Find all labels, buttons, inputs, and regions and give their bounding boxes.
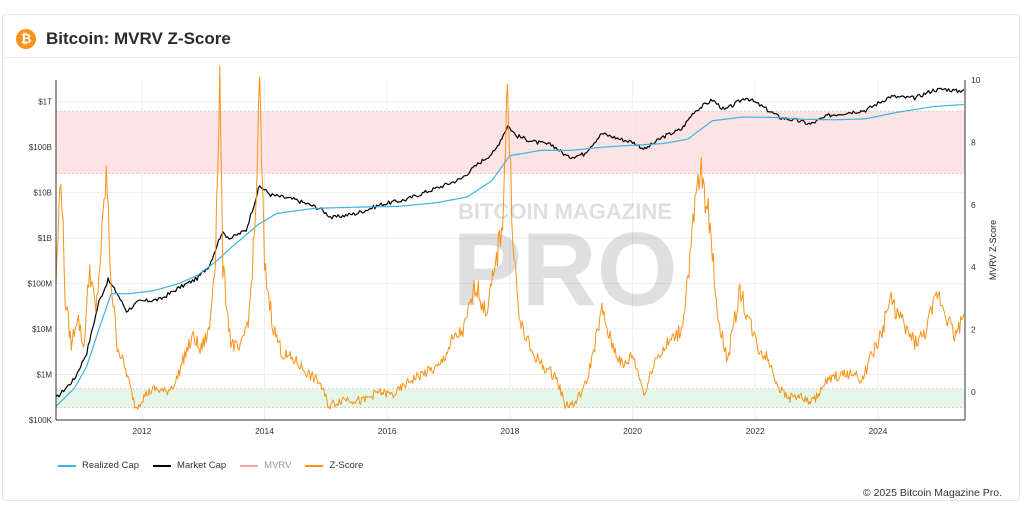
legend-label: MVRV bbox=[264, 460, 292, 471]
y-right-tick-label: 0 bbox=[971, 387, 976, 397]
y-left-tick-label: $1B bbox=[38, 234, 52, 243]
legend-swatch bbox=[240, 464, 259, 467]
watermark-line1: BITCOIN MAGAZINE bbox=[458, 199, 672, 224]
legend: Realized Cap Market Cap MVRV Z-Score bbox=[58, 460, 363, 471]
chart-title: Bitcoin: MVRV Z-Score bbox=[46, 29, 231, 48]
y-left-tick-label: $100K bbox=[29, 416, 53, 425]
y-right-tick-label: 2 bbox=[971, 325, 976, 335]
y-right-tick-label: 6 bbox=[971, 200, 976, 210]
series-z-score bbox=[55, 65, 965, 410]
x-tick-label: 2022 bbox=[746, 426, 765, 436]
series-market-cap bbox=[55, 87, 965, 398]
axes-layer: $100K $1M $10M $100M $1B $10B $100B $1T 2012 2014… bbox=[28, 75, 998, 436]
y-right-axis-label: MVRV Z-Score bbox=[988, 220, 998, 280]
chart-header: ₿ Bitcoin: MVRV Z-Score bbox=[16, 28, 231, 50]
x-tick-label: 2018 bbox=[500, 426, 519, 436]
legend-swatch bbox=[58, 464, 76, 467]
x-tick-label: 2012 bbox=[132, 426, 151, 436]
header-divider bbox=[3, 57, 1019, 58]
legend-swatch bbox=[305, 464, 324, 467]
bitcoin-icon: ₿ bbox=[16, 29, 36, 49]
y-right-tick-label: 8 bbox=[971, 137, 976, 147]
y-left-tick-label: $10M bbox=[32, 325, 52, 334]
legend-label: Z-Score bbox=[329, 460, 364, 471]
watermark: BITCOIN MAGAZINE PRO bbox=[452, 199, 677, 328]
copyright-text: © 2025 Bitcoin Magazine Pro. bbox=[862, 487, 1002, 499]
legend-label: Market Cap bbox=[177, 460, 227, 471]
y-left-tick-label: $100B bbox=[29, 143, 52, 152]
legend-item-realized-cap[interactable]: Realized Cap bbox=[58, 460, 139, 471]
x-tick-label: 2014 bbox=[255, 426, 274, 436]
x-tick-label: 2024 bbox=[868, 426, 887, 436]
y-left-tick-label: $1T bbox=[38, 98, 52, 107]
y-right-tick-label: 4 bbox=[971, 262, 976, 272]
y-left-tick-label: $1M bbox=[36, 371, 52, 380]
grid-layer bbox=[56, 80, 965, 421]
legend-item-z-score[interactable]: Z-Score bbox=[305, 460, 363, 471]
legend-item-market-cap[interactable]: Market Cap bbox=[153, 460, 226, 471]
y-right-tick-label: 10 bbox=[971, 75, 981, 85]
y-left-tick-label: $100M bbox=[28, 280, 53, 289]
legend-swatch bbox=[153, 464, 172, 467]
watermark-line2: PRO bbox=[452, 212, 677, 328]
x-tick-label: 2016 bbox=[378, 426, 397, 436]
y-left-tick-label: $10B bbox=[33, 189, 52, 198]
band-low bbox=[56, 388, 965, 408]
legend-item-mvrv[interactable]: MVRV bbox=[240, 460, 291, 471]
series-layer bbox=[55, 65, 965, 410]
legend-label: Realized Cap bbox=[82, 460, 140, 471]
x-tick-label: 2020 bbox=[623, 426, 642, 436]
